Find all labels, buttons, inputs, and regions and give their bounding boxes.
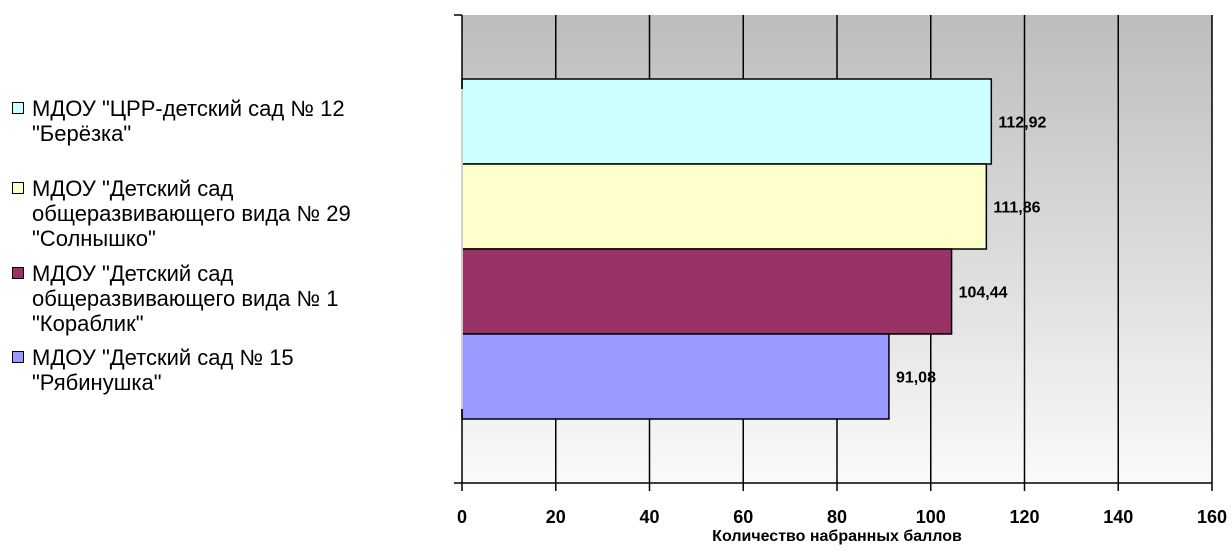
- x-tick-label-40: 40: [639, 507, 659, 527]
- legend-item-ryabinushka: МДОУ "Детский сад № 15 "Рябинушка": [10, 345, 440, 395]
- data-label-0: 112,92: [998, 115, 1046, 132]
- legend-swatch-korablik: [12, 267, 24, 279]
- bars: [461, 78, 993, 420]
- bar-3: [461, 333, 890, 420]
- legend-label-solnyshko: МДОУ "Детский сад общеразвивающего вида …: [32, 176, 351, 251]
- data-label-2: 104,44: [959, 285, 1008, 302]
- legend-swatch-berezka: [12, 102, 24, 114]
- x-tick-label-120: 120: [1009, 507, 1039, 527]
- bar-0: [461, 78, 993, 165]
- bar-1: [461, 163, 988, 250]
- legend-item-berezka: МДОУ "ЦРР-детский сад № 12 "Берёзка": [10, 96, 440, 146]
- legend-label-ryabinushka: МДОУ "Детский сад № 15 "Рябинушка": [32, 345, 294, 395]
- x-tick-label-140: 140: [1103, 507, 1133, 527]
- x-tick-label-60: 60: [733, 507, 753, 527]
- legend-item-solnyshko: МДОУ "Детский сад общеразвивающего вида …: [10, 176, 440, 251]
- x-tick-label-100: 100: [916, 507, 946, 527]
- x-tick-labels: 0 20 40 60 80 100 120 140 160: [457, 507, 1227, 527]
- data-labels: 112,92 111,86 104,44 91,08: [896, 115, 1047, 387]
- x-tick-label-20: 20: [546, 507, 566, 527]
- legend-item-korablik: МДОУ "Детский сад общеразвивающего вида …: [10, 261, 440, 336]
- data-label-1: 111,86: [993, 200, 1040, 217]
- legend-swatch-solnyshko: [12, 182, 24, 194]
- x-tick-label-0: 0: [457, 507, 467, 527]
- bar-2: [461, 248, 953, 335]
- legend-label-berezka: МДОУ "ЦРР-детский сад № 12 "Берёзка": [32, 96, 345, 146]
- x-axis-title: Количество набранных баллов: [712, 528, 962, 545]
- legend-swatch-ryabinushka: [12, 351, 24, 363]
- x-tick-label-80: 80: [827, 507, 847, 527]
- data-label-3: 91,08: [896, 370, 936, 387]
- axes: [454, 14, 1213, 491]
- x-tick-label-160: 160: [1197, 507, 1227, 527]
- legend-label-korablik: МДОУ "Детский сад общеразвивающего вида …: [32, 261, 339, 336]
